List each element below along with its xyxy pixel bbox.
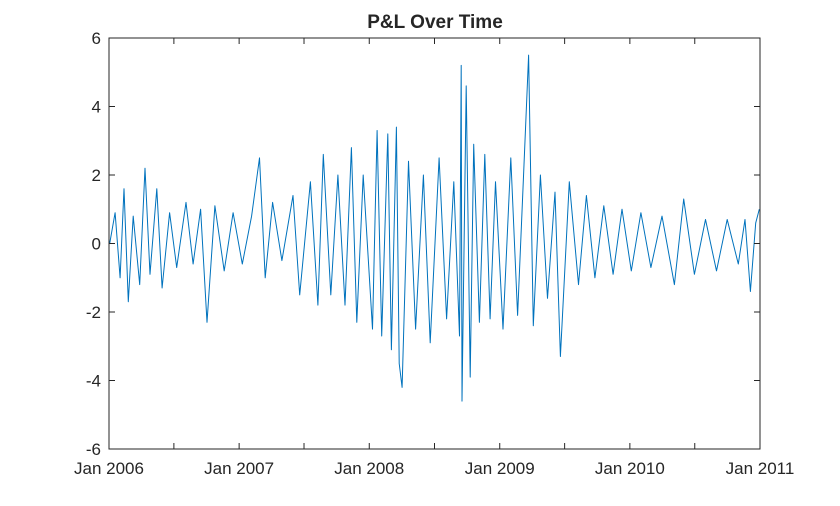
x-tick-label: Jan 2008 [334, 459, 404, 478]
x-tick-label: Jan 2009 [465, 459, 535, 478]
y-axis: -6 -4 -2 0 2 4 6 [86, 29, 760, 459]
series-layer [109, 54, 760, 402]
y-tick-label: 0 [92, 235, 101, 254]
y-tick-label: -6 [86, 440, 101, 459]
x-tick-label: Jan 2006 [74, 459, 144, 478]
x-tick-label: Jan 2007 [204, 459, 274, 478]
series-line [109, 54, 760, 402]
y-tick-label: -4 [86, 372, 101, 391]
x-axis: Jan 2006 Jan 2007 Jan 2008 Jan 2009 Jan 2010… [74, 38, 794, 478]
y-tick-label: -2 [86, 303, 101, 322]
chart-title: P&L Over Time [367, 12, 503, 33]
y-tick-label: 2 [92, 166, 101, 185]
x-tick-label: Jan 2011 [726, 459, 795, 478]
y-tick-label: 4 [92, 98, 101, 117]
x-tick-label: Jan 2010 [595, 459, 665, 478]
y-tick-label: 6 [92, 29, 101, 48]
